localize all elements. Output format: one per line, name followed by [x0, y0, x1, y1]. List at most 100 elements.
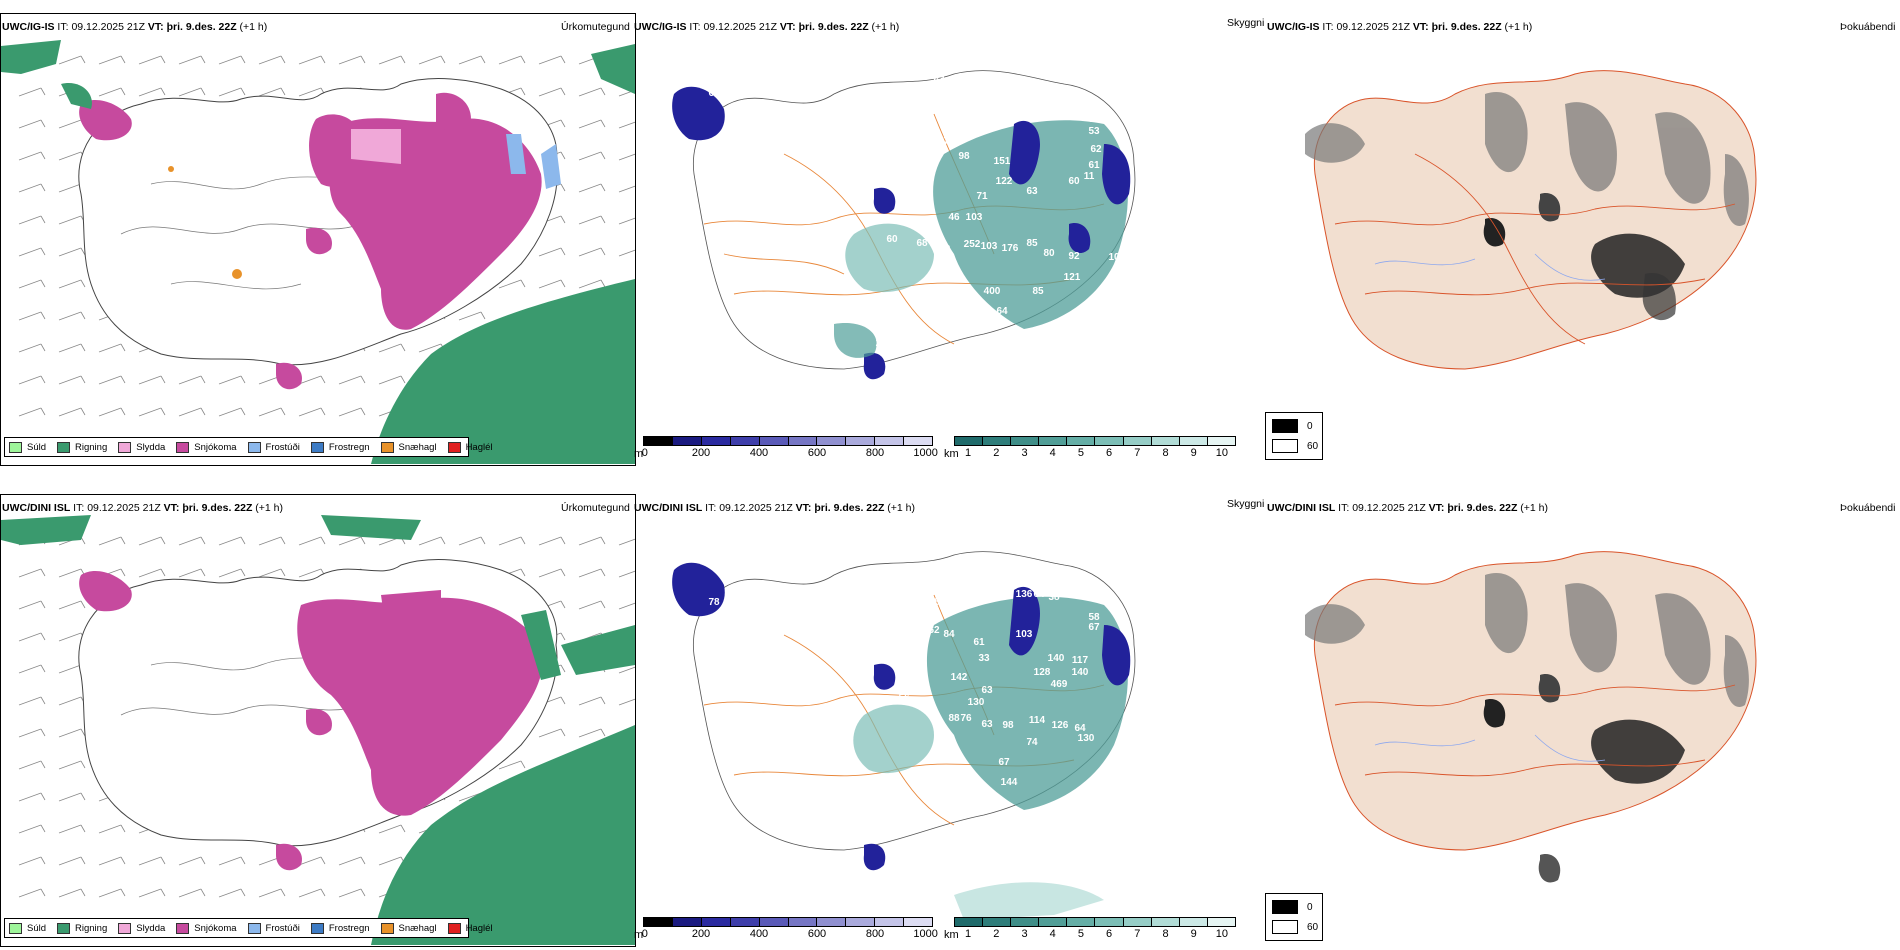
wind-barb-flag	[560, 119, 566, 128]
wind-barb	[618, 153, 635, 161]
colorbar-segment	[644, 437, 673, 445]
wind-barb-flag	[280, 536, 286, 545]
wind-barb	[298, 856, 322, 866]
colorbar-tick-label: 1000	[913, 447, 938, 459]
wind-barb-flag	[600, 696, 606, 705]
cloud-base-colorbar-row1: 0 200 400 600 800 1000	[642, 436, 938, 459]
wind-barb	[138, 536, 162, 546]
wind-barb	[338, 55, 362, 65]
wind-barb-flag	[200, 856, 206, 865]
wind-barb-flag	[600, 151, 606, 160]
wind-barb	[138, 568, 162, 578]
legend-item-sleet: Slydda	[118, 922, 165, 934]
cloud-base-value-label: 262	[876, 338, 893, 349]
wind-barb	[458, 55, 482, 65]
colorbar-segment	[730, 918, 760, 926]
colorbar-tick-label: 5	[1077, 447, 1084, 459]
wind-barb	[18, 151, 42, 161]
wind-barb-flag	[320, 536, 326, 545]
cloud-base-unit: m	[634, 929, 644, 941]
colorbar-tick-label: 9	[1190, 447, 1197, 459]
wind-barb	[298, 407, 322, 417]
wind-barb-flag	[440, 55, 446, 64]
colorbar-tick-label: 4	[1049, 447, 1056, 459]
wind-barb-flag	[120, 343, 126, 352]
cloud-base-value-label: 10	[1108, 252, 1120, 263]
cloud-base-value-label: 75	[940, 585, 952, 596]
wind-barb	[138, 55, 162, 65]
legend-item-snow: Snjókoma	[176, 922, 237, 934]
colorbar-tick-label: 10	[1215, 928, 1229, 940]
wind-barb	[578, 728, 602, 738]
cloud-base-value-label: 151	[994, 156, 1011, 167]
wind-barb-flag	[600, 600, 606, 609]
wind-barb-flag	[120, 536, 126, 545]
wind-barb-flag	[280, 568, 286, 577]
wind-barb	[58, 215, 82, 225]
cloud-base-value-label: 56	[918, 118, 930, 129]
cloud-base-value-label: 53	[1088, 126, 1100, 137]
wind-barb-flag	[560, 664, 566, 673]
wind-barb	[18, 87, 42, 97]
wind-barb-flag	[120, 87, 126, 96]
colorbar-segment	[701, 437, 731, 445]
precip-header-row2: UWC/DINI ISL IT: 09.12.2025 21Z VT: þri.…	[2, 502, 284, 514]
wind-barb-flag	[40, 279, 46, 288]
visibility-unit: km	[944, 448, 959, 460]
wind-barb-flag	[120, 856, 126, 865]
wind-barb-flag	[40, 600, 46, 609]
fog-legend-row1: 0 60	[1265, 412, 1323, 460]
wind-barb	[578, 215, 602, 225]
wind-barb	[578, 87, 602, 97]
cloud-base-value-label: 52	[893, 86, 905, 97]
wind-barb-flag	[320, 55, 326, 64]
cloud-base-value-label: 73	[908, 106, 920, 117]
wind-barb-flag	[600, 568, 606, 577]
wind-barb	[538, 279, 562, 289]
wind-barb-flag	[600, 119, 606, 128]
visibility-panel-title-row2: Skyggni	[1227, 498, 1265, 510]
colorbar-segment	[875, 918, 905, 926]
cloud-base-value-label: 142	[951, 672, 968, 683]
wind-barb	[58, 568, 82, 578]
wind-barb-flag	[600, 215, 606, 224]
wind-barb-flag	[40, 311, 46, 320]
wind-barb-flag	[40, 856, 46, 865]
wind-barb-flag	[320, 375, 326, 384]
wind-barb-flag	[360, 856, 366, 865]
wind-barb	[58, 824, 82, 834]
wind-barb-flag	[360, 407, 366, 416]
wind-barb	[58, 664, 82, 674]
cloud-base-value-label: 46	[958, 592, 970, 603]
wind-barb	[98, 536, 122, 546]
colorbar-segment	[983, 918, 1012, 926]
wind-barb	[298, 888, 322, 898]
wind-barb-flag	[80, 311, 86, 320]
cloud-base-value-label: 122	[996, 176, 1013, 187]
cloud-base-value-label: 67	[1004, 84, 1016, 95]
wind-barb	[98, 856, 122, 866]
wind-barb-flag	[40, 375, 46, 384]
cloud-base-value-label: 103	[966, 212, 983, 223]
colorbar-segment	[759, 437, 789, 445]
cloud-base-value-label: 126	[1052, 720, 1069, 731]
cloud-base-value-label: 98	[1002, 720, 1014, 731]
wind-barb	[18, 600, 42, 610]
cloud-base-value-label: 62	[928, 625, 940, 636]
wind-barb-flag	[120, 568, 126, 577]
wind-barb-flag	[560, 183, 566, 192]
cloud-base-value-label: 56	[898, 693, 910, 704]
cloud-base-value-label: 103	[981, 241, 998, 252]
wind-barb-flag	[320, 888, 326, 897]
wind-barb	[578, 568, 602, 578]
cloud-base-value-label: 144	[1001, 777, 1018, 788]
fog-legend-item-0: 0	[1272, 900, 1313, 914]
cloud-base-value-label: 111	[981, 78, 997, 89]
wind-barb	[218, 568, 242, 578]
wind-barb-flag	[280, 55, 286, 64]
wind-barb	[18, 247, 42, 257]
cloud-base-value-label: 400	[984, 286, 1001, 297]
cloud-base-value-label: 67	[1088, 622, 1100, 633]
wind-barb-flag	[560, 151, 566, 160]
